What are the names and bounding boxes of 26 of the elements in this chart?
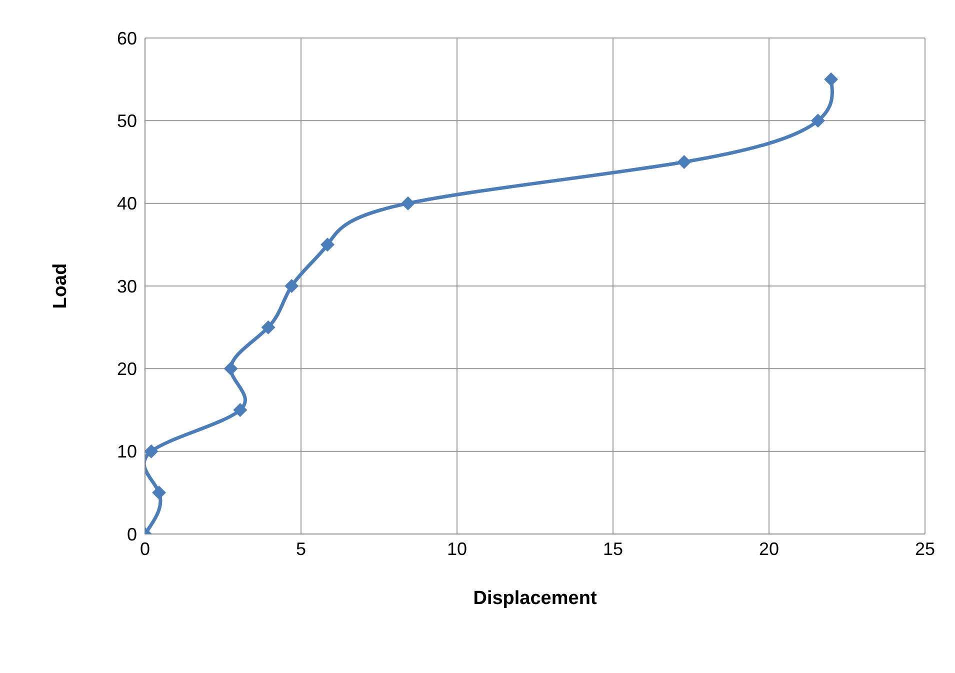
- point: [810, 114, 825, 128]
- x-tick-label: 5: [296, 538, 306, 559]
- point: [677, 155, 692, 169]
- x-tick-label: 20: [758, 538, 780, 559]
- point: [224, 362, 238, 376]
- x-tick-label: 15: [602, 538, 624, 559]
- y-tick-label: 40: [116, 194, 137, 214]
- point: [233, 403, 248, 417]
- point: [401, 196, 416, 210]
- x-tick-label: 10: [446, 538, 468, 559]
- point: [152, 486, 166, 500]
- point: [284, 279, 299, 293]
- y-tick-label: 20: [116, 359, 137, 380]
- y-tick-label: 50: [116, 111, 137, 132]
- point: [320, 238, 335, 252]
- y-tick-label: 10: [116, 442, 137, 462]
- y-tick-label: 30: [116, 276, 137, 296]
- x-tick-label: 25: [914, 538, 936, 559]
- y-tick-label: 60: [116, 28, 137, 48]
- y-tick-label: 0: [126, 524, 137, 544]
- y-axis-title: Load: [50, 263, 71, 309]
- point: [145, 444, 158, 458]
- x-tick-label: 0: [140, 538, 150, 559]
- point: [824, 72, 838, 86]
- point: [261, 320, 276, 334]
- x-axis-title: Displacement: [473, 588, 598, 609]
